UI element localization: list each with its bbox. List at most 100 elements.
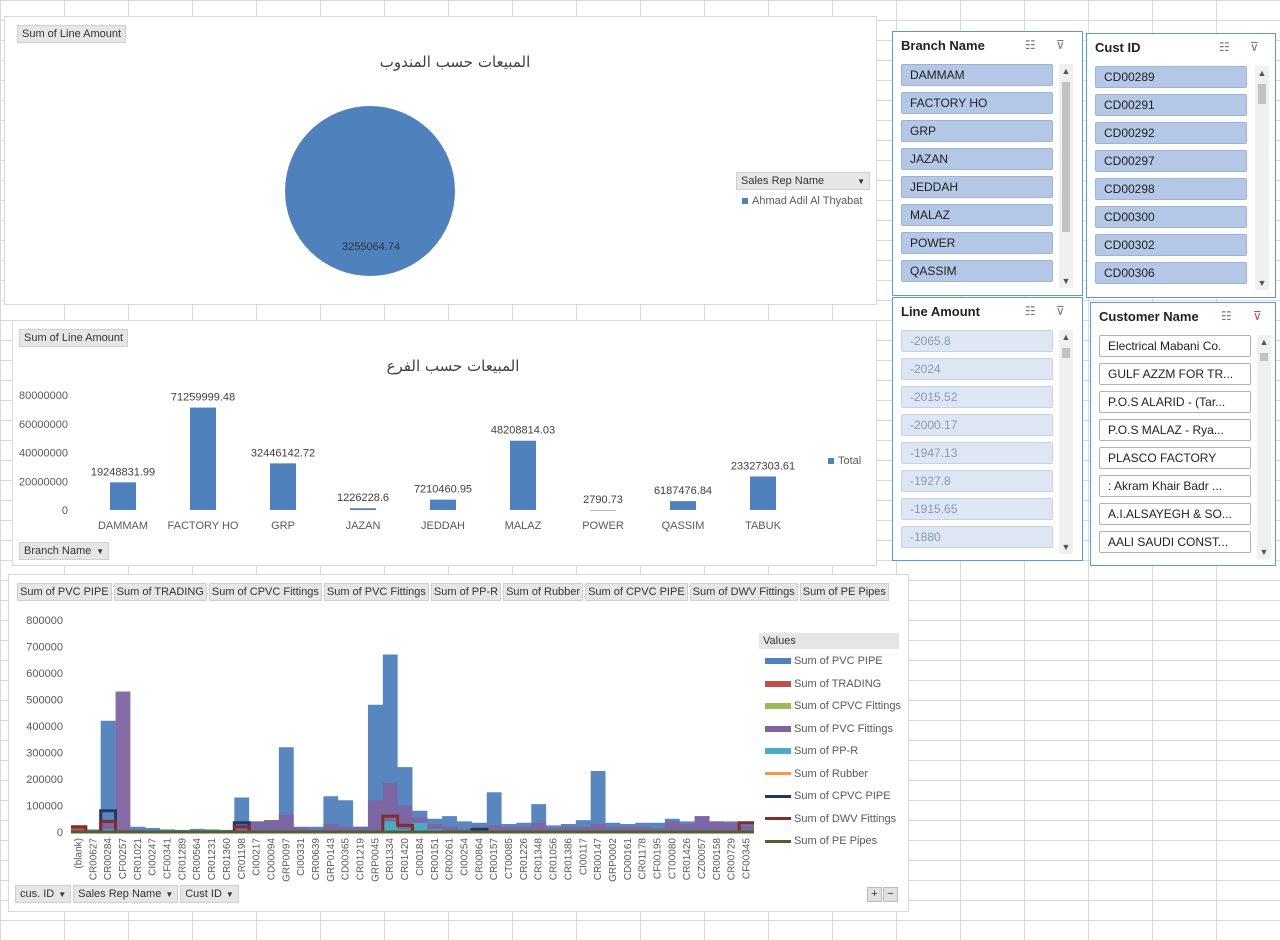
slicer-item[interactable]: -1880 [901, 526, 1053, 548]
slicer-item[interactable]: QASSIM [901, 260, 1053, 282]
slicer-item[interactable]: -2000.17 [901, 414, 1053, 436]
area-field-button[interactable]: Sum of PVC PIPE [17, 583, 112, 601]
sales-rep-dropdown[interactable]: Sales Rep Name ▼ [736, 172, 870, 190]
slicer-item[interactable]: CD00289 [1095, 66, 1247, 88]
bar-chart-panel[interactable]: Sum of Line Amount المبيعات حسب الفرع 0 2… [12, 320, 877, 566]
slicer-item[interactable]: JEDDAH [901, 176, 1053, 198]
scroll-thumb[interactable] [1260, 353, 1268, 361]
slicer-scrollbar[interactable]: ▲ ▼ [1257, 335, 1271, 559]
slicer-scrollbar[interactable]: ▲ ▼ [1255, 66, 1269, 290]
pie-slice[interactable] [285, 106, 455, 276]
scroll-up-icon[interactable]: ▲ [1061, 332, 1071, 342]
y-tick-label: 600000 [26, 668, 63, 680]
slicer-item[interactable]: -1947.13 [901, 442, 1053, 464]
slicer-item[interactable]: CD00298 [1095, 178, 1247, 200]
slicer-item[interactable]: DAMMAM [901, 64, 1053, 86]
bar[interactable] [270, 463, 296, 510]
clear-filter-icon[interactable]: ⊽ [1250, 40, 1259, 54]
axis-field-dropdown[interactable]: Cust ID ▼ [180, 885, 239, 903]
pie-chart-panel[interactable]: Sum of Line Amount المبيعات حسب المندوب … [4, 16, 877, 305]
x-category-label: CR01198 [237, 838, 248, 880]
scroll-down-icon[interactable]: ▼ [1061, 276, 1071, 286]
scroll-down-icon[interactable]: ▼ [1061, 542, 1071, 552]
customer-name-slicer[interactable]: Customer Name ☷ ⊽ ▲ ▼ Electrical Mabani … [1090, 302, 1276, 566]
scroll-down-icon[interactable]: ▼ [1259, 547, 1269, 557]
scroll-thumb[interactable] [1258, 84, 1266, 104]
scroll-thumb[interactable] [1062, 82, 1070, 232]
scroll-down-icon[interactable]: ▼ [1257, 278, 1267, 288]
bar[interactable] [590, 509, 616, 511]
cust-id-slicer[interactable]: Cust ID ☷ ⊽ ▲ ▼ CD00289 CD00291 CD00292 CD0… [1086, 33, 1276, 298]
pie-field-button[interactable]: Sum of Line Amount [17, 25, 127, 43]
multi-select-icon[interactable]: ☷ [1219, 40, 1230, 54]
slicer-item[interactable]: CD00291 [1095, 94, 1247, 116]
multi-select-icon[interactable]: ☷ [1221, 309, 1232, 323]
slicer-item[interactable]: GRP [901, 120, 1053, 142]
slicer-item[interactable]: Electrical Mabani Co. [1099, 335, 1251, 357]
branch-name-slicer[interactable]: Branch Name ☷ ⊽ ▲ ▼ DAMMAM FACTORY HO GRP J… [892, 31, 1083, 296]
slicer-item[interactable]: CD00297 [1095, 150, 1247, 172]
slicer-item[interactable]: AALI SAUDI CONST... [1099, 531, 1251, 553]
clear-filter-icon[interactable]: ⊽ [1056, 304, 1065, 318]
slicer-scrollbar[interactable]: ▲ ▼ [1059, 330, 1073, 554]
slicer-item[interactable]: -2024 [901, 358, 1053, 380]
clear-filter-icon[interactable]: ⊽ [1056, 38, 1065, 52]
scroll-up-icon[interactable]: ▲ [1061, 66, 1071, 76]
clear-filter-icon[interactable]: ⊽ [1253, 309, 1262, 323]
branch-name-dropdown[interactable]: Branch Name ▼ [19, 542, 109, 560]
slicer-item[interactable]: JAZAN [901, 148, 1053, 170]
area-field-button[interactable]: Sum of PE Pipes [799, 583, 889, 601]
slicer-item[interactable]: -1927.8 [901, 470, 1053, 492]
slicer-item[interactable]: : Akram Khair Badr ... [1099, 475, 1251, 497]
area-field-button[interactable]: Sum of Rubber [503, 583, 584, 601]
bar-field-button[interactable]: Sum of Line Amount [19, 329, 129, 347]
area-field-button[interactable]: Sum of CPVC Fittings [208, 583, 322, 601]
legend-swatch [765, 839, 791, 843]
multi-select-icon[interactable]: ☷ [1025, 38, 1036, 52]
bar[interactable] [430, 499, 456, 510]
area-field-button[interactable]: Sum of TRADING [113, 583, 207, 601]
slicer-item[interactable]: CD00292 [1095, 122, 1247, 144]
legend-entry: Sum of DWV Fittings [765, 813, 896, 825]
legend-entry: Sum of PVC Fittings [765, 723, 893, 735]
slicer-item[interactable]: CD00300 [1095, 206, 1247, 228]
slicer-item[interactable]: GULF AZZM FOR TR... [1099, 363, 1251, 385]
slicer-item[interactable]: CD00306 [1095, 262, 1247, 284]
slicer-scrollbar[interactable]: ▲ ▼ [1059, 64, 1073, 288]
area-series[interactable] [71, 691, 754, 832]
bar-chart-svg: 0 20000000 40000000 60000000 80000000 1924883… [19, 390, 795, 532]
bar[interactable] [670, 501, 696, 510]
area-chart-panel[interactable]: Sum of PVC PIPE Sum of TRADING Sum of CPVC… [8, 574, 909, 912]
area-field-button[interactable]: Sum of PP-R [430, 583, 502, 601]
bar[interactable] [110, 482, 136, 510]
slicer-item[interactable]: FACTORY HO [901, 92, 1053, 114]
axis-field-dropdown[interactable]: cus. ID ▼ [15, 885, 72, 903]
slicer-item[interactable]: -2065.8 [901, 330, 1053, 352]
area-field-button[interactable]: Sum of PVC Fittings [323, 583, 429, 601]
zoom-out-button[interactable]: − [883, 887, 898, 902]
slicer-item[interactable]: P.O.S MALAZ - Rya... [1099, 419, 1251, 441]
dropdown-arrow-icon: ▼ [225, 890, 234, 899]
area-series[interactable] [71, 654, 754, 832]
line-amount-slicer[interactable]: Line Amount ☷ ⊽ ▲ ▼ -2065.8 -2024 -2015.52… [892, 297, 1083, 561]
slicer-item[interactable]: -1915.65 [901, 498, 1053, 520]
slicer-item[interactable]: CD00302 [1095, 234, 1247, 256]
scroll-thumb[interactable] [1062, 348, 1070, 358]
slicer-item[interactable]: -2015.52 [901, 386, 1053, 408]
area-field-button[interactable]: Sum of CPVC PIPE [585, 583, 688, 601]
multi-select-icon[interactable]: ☷ [1025, 304, 1036, 318]
bar[interactable] [190, 407, 216, 510]
bar[interactable] [750, 476, 776, 510]
bar[interactable] [510, 440, 536, 510]
zoom-in-button[interactable]: + [867, 887, 882, 902]
axis-field-dropdown[interactable]: Sales Rep Name ▼ [73, 885, 179, 903]
slicer-item[interactable]: A.I.ALSAYEGH & SO... [1099, 503, 1251, 525]
scroll-up-icon[interactable]: ▲ [1257, 68, 1267, 78]
slicer-item[interactable]: POWER [901, 232, 1053, 254]
bar[interactable] [350, 508, 376, 510]
area-field-button[interactable]: Sum of DWV Fittings [689, 583, 798, 601]
slicer-item[interactable]: P.O.S ALARID - (Tar... [1099, 391, 1251, 413]
slicer-item[interactable]: PLASCO FACTORY [1099, 447, 1251, 469]
slicer-item[interactable]: MALAZ [901, 204, 1053, 226]
scroll-up-icon[interactable]: ▲ [1259, 337, 1269, 347]
